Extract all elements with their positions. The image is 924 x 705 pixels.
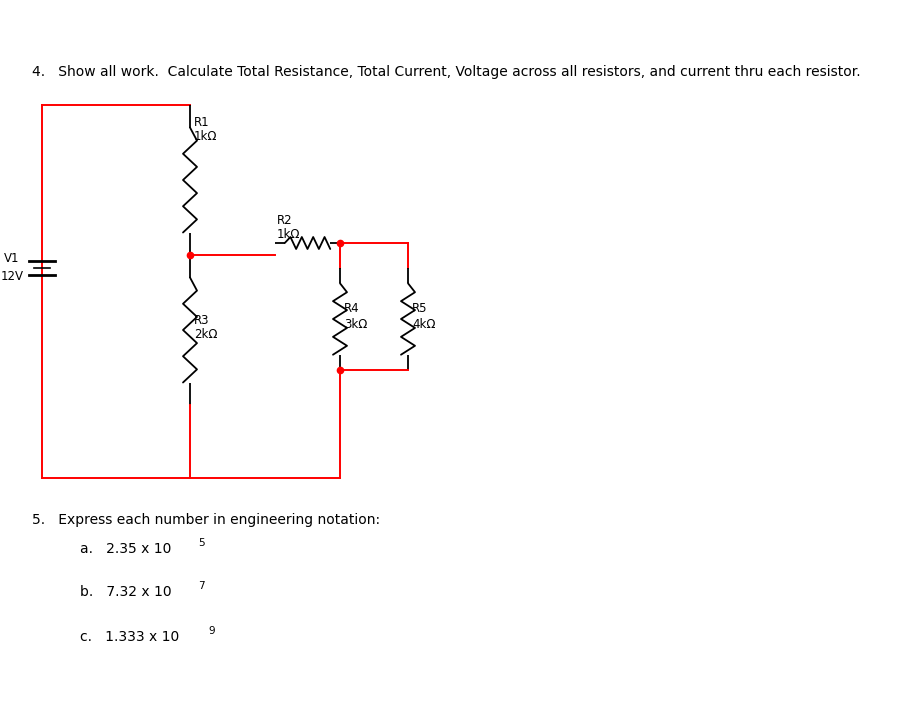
Text: 9: 9 — [208, 626, 214, 636]
Text: R4: R4 — [344, 302, 359, 316]
Text: a.   2.35 x 10: a. 2.35 x 10 — [80, 542, 171, 556]
Text: R1: R1 — [194, 116, 210, 130]
Text: V1: V1 — [5, 252, 19, 264]
Text: 3kΩ: 3kΩ — [344, 317, 368, 331]
Text: b.   7.32 x 10: b. 7.32 x 10 — [80, 585, 172, 599]
Text: c.   1.333 x 10: c. 1.333 x 10 — [80, 630, 179, 644]
Text: 12V: 12V — [1, 269, 23, 283]
Text: c.   1.333 x 10: c. 1.333 x 10 — [80, 630, 179, 644]
Text: 5.   Express each number in engineering notation:: 5. Express each number in engineering no… — [32, 513, 380, 527]
Text: thru: thru — [32, 65, 61, 79]
Text: 7: 7 — [199, 581, 205, 591]
Text: R3: R3 — [194, 314, 210, 326]
Text: a.   2.35 x 10: a. 2.35 x 10 — [80, 542, 171, 556]
Text: 4.   Show all work.  Calculate Total Resistance, Total Current, Voltage across a: 4. Show all work. Calculate Total Resist… — [32, 65, 860, 79]
Text: 2kΩ: 2kΩ — [194, 329, 217, 341]
Text: R2: R2 — [277, 214, 293, 228]
Text: b.   7.32 x 10: b. 7.32 x 10 — [80, 585, 172, 599]
Text: 4kΩ: 4kΩ — [412, 317, 435, 331]
Text: 1kΩ: 1kΩ — [194, 130, 217, 144]
Text: 4.   Show all work.  Calculate Total Resistance, Total Current, Voltage across a: 4. Show all work. Calculate Total Resist… — [32, 65, 735, 79]
Text: 5: 5 — [198, 538, 204, 548]
Text: 1kΩ: 1kΩ — [277, 228, 300, 240]
Text: R5: R5 — [412, 302, 428, 316]
